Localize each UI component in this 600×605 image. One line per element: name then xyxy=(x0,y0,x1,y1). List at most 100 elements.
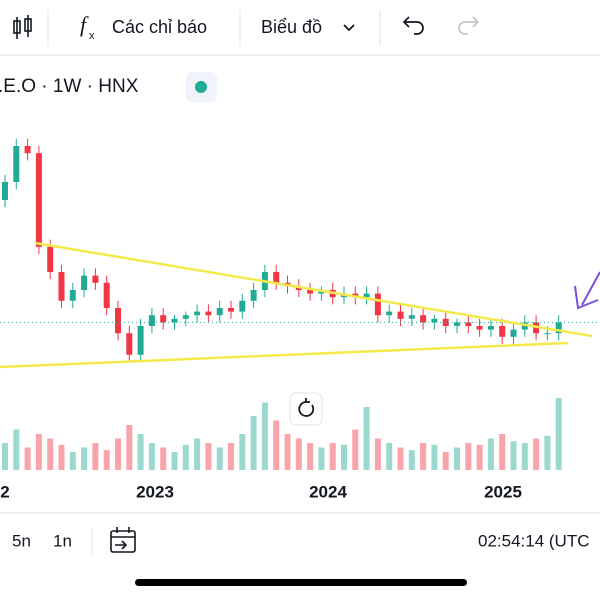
symbol-label: .E.O · 1W · HNX xyxy=(0,76,139,97)
volume-bar xyxy=(284,434,291,470)
x-tick-label: 2023 xyxy=(136,482,174,501)
volume-bar xyxy=(92,443,99,470)
candle-body xyxy=(307,290,314,294)
candle-body xyxy=(126,333,133,355)
volume-bar xyxy=(397,447,404,470)
candle-body xyxy=(182,315,189,319)
candle-body xyxy=(216,308,223,316)
volume-bar xyxy=(81,447,88,470)
candle-body xyxy=(194,311,201,316)
volume-bar xyxy=(13,429,20,470)
candle-body xyxy=(69,290,76,301)
x-axis: 2 2023 2024 2025 xyxy=(0,482,522,501)
volume-bar xyxy=(386,443,393,470)
undo-button[interactable] xyxy=(402,16,424,35)
chart-menu-button[interactable]: Biểu đồ xyxy=(261,17,322,37)
volume-bar xyxy=(115,438,121,470)
volume-bar xyxy=(555,398,562,470)
candle-body xyxy=(510,329,517,337)
candle-body xyxy=(47,246,54,272)
volume-bar xyxy=(544,435,551,470)
candle-body xyxy=(115,308,121,334)
volume-bar xyxy=(533,438,540,470)
volume-bar xyxy=(329,443,336,470)
goto-date-button[interactable] xyxy=(110,527,136,553)
volume-bar xyxy=(420,443,427,470)
volume-bar xyxy=(194,438,201,470)
volume-bar xyxy=(499,434,506,470)
candle-body xyxy=(137,326,144,355)
volume-bar xyxy=(103,450,110,470)
reset-button[interactable] xyxy=(289,392,323,426)
volume-bar xyxy=(126,425,133,470)
candle-body xyxy=(465,322,472,326)
candle-body xyxy=(431,318,438,323)
candle-body xyxy=(250,290,257,301)
volume-bar xyxy=(261,402,268,470)
x-tick-label: 2 xyxy=(0,482,9,501)
fx-icon[interactable]: f xyxy=(80,12,89,37)
chevron xyxy=(343,24,355,32)
volume-bar xyxy=(137,434,144,470)
indicators-button[interactable]: Các chỉ báo xyxy=(112,17,207,37)
candle-body xyxy=(544,333,551,335)
candle-body xyxy=(148,315,155,326)
volume-bar xyxy=(476,444,483,470)
candle-body xyxy=(499,326,506,337)
x-tick-label: 2025 xyxy=(484,482,522,501)
range-button[interactable]: 1n xyxy=(53,531,72,550)
volume-bar xyxy=(216,447,223,470)
candle-body xyxy=(24,146,31,154)
candle-body xyxy=(555,322,562,334)
candle-body xyxy=(160,315,167,323)
volume-bar xyxy=(431,444,438,470)
fx-icon-x: x xyxy=(89,30,95,42)
candle-body xyxy=(35,153,42,247)
volume-bar xyxy=(273,420,280,470)
candle-body xyxy=(81,275,88,290)
status-dot xyxy=(195,81,207,93)
volume-bar xyxy=(374,438,381,470)
candle-body xyxy=(374,293,381,316)
volume-bar xyxy=(250,416,257,470)
candle-body xyxy=(397,311,404,319)
volume-bar xyxy=(35,434,42,470)
trend-line xyxy=(34,241,593,338)
candle-body xyxy=(92,275,99,283)
volume-bar xyxy=(239,434,246,470)
candle-body xyxy=(171,318,178,323)
volume-bar xyxy=(24,447,31,470)
volume-bar xyxy=(58,444,65,470)
home-indicator xyxy=(135,579,467,586)
volume-bar xyxy=(295,438,302,470)
volume-bar xyxy=(205,443,212,470)
candle-body xyxy=(13,146,20,182)
volume-bar xyxy=(2,443,8,470)
candle-body xyxy=(476,326,483,330)
candle-body xyxy=(228,308,234,312)
toolbar: f x Các chỉ báo Biểu đồ xyxy=(0,10,600,56)
range-button[interactable]: 5n xyxy=(12,531,31,550)
candle-body xyxy=(487,326,494,330)
candle-body xyxy=(442,318,449,326)
volume-bar xyxy=(160,447,167,470)
x-tick-label: 2024 xyxy=(309,482,347,501)
volume-bar xyxy=(228,443,234,470)
candle-body xyxy=(386,311,393,316)
volume-bar xyxy=(510,441,517,470)
trend-line xyxy=(0,341,569,369)
volume-bar xyxy=(171,452,178,470)
volume-bar xyxy=(318,447,325,470)
volume-bar xyxy=(442,452,449,470)
candle-body xyxy=(205,311,212,316)
candle-body xyxy=(2,182,8,200)
candle-body xyxy=(408,315,415,319)
volume-bar xyxy=(352,429,359,470)
redo-button[interactable] xyxy=(458,16,480,35)
volume-bar xyxy=(363,407,370,470)
volume-bar xyxy=(465,443,472,470)
volume-bar xyxy=(454,447,460,470)
candle-body xyxy=(239,300,246,312)
candle-icon[interactable] xyxy=(13,15,32,39)
